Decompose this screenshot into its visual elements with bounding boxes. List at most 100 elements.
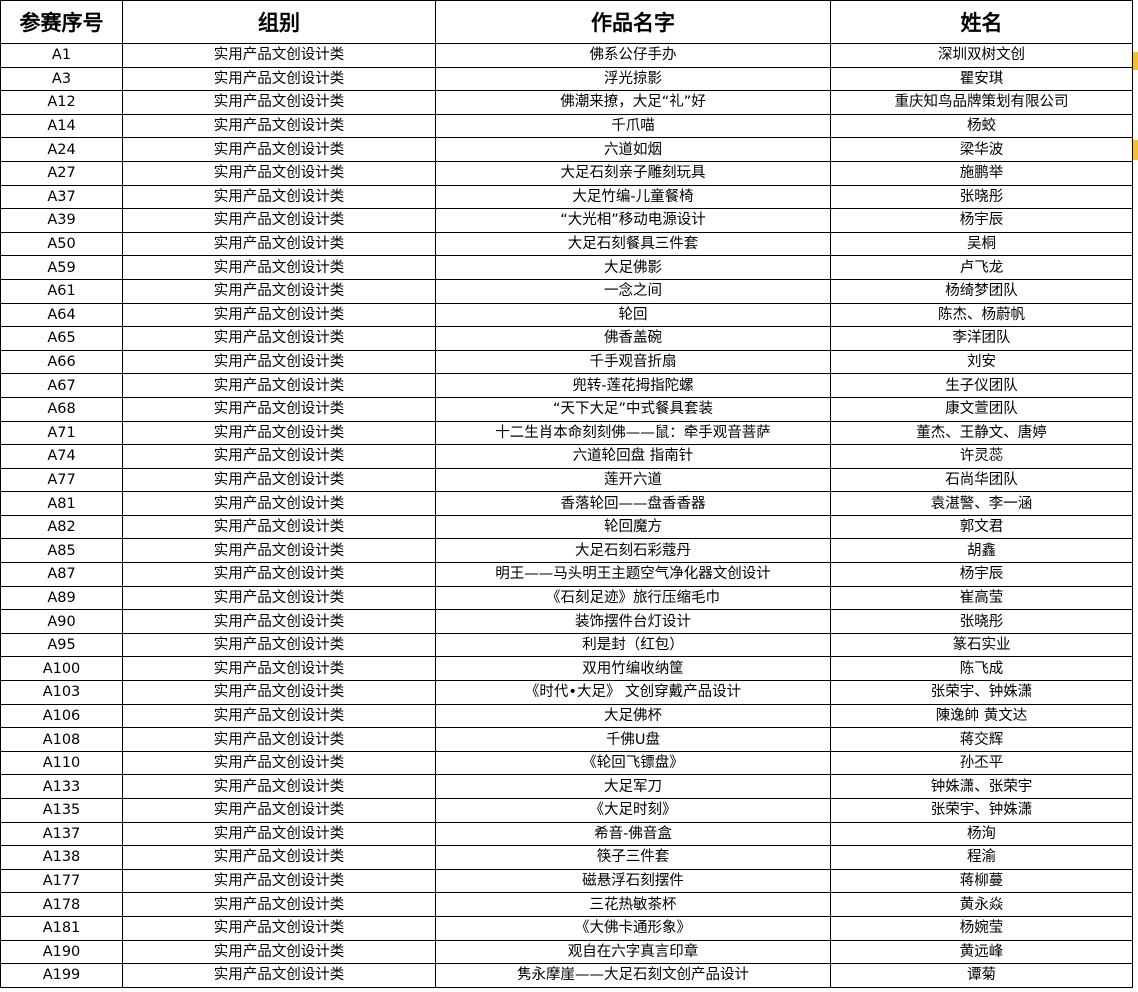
table-row: A135 实用产品文创设计类 《大足时刻》 张荣宇、钟姝潇: [0, 798, 1133, 823]
table-cell: A190: [0, 939, 123, 965]
table-cell: 《大足时刻》: [435, 798, 831, 823]
table-cell: 一念之间: [435, 278, 831, 304]
table-cell: A67: [0, 373, 123, 398]
table-cell: 实用产品文创设计类: [122, 66, 436, 92]
table-cell: A178: [0, 892, 123, 917]
table-cell: 蒋交辉: [830, 727, 1133, 752]
table-row: A64 实用产品文创设计类 轮回 陈杰、杨蔚帆: [0, 302, 1133, 328]
table-row: A50 实用产品文创设计类 大足石刻餐具三件套 吴桐: [0, 231, 1133, 257]
table-cell: A138: [0, 845, 123, 870]
table-cell: 实用产品文创设计类: [122, 821, 436, 847]
table-cell: 梁华波: [830, 137, 1133, 162]
table-cell: 实用产品文创设计类: [122, 892, 436, 917]
table-cell: 轮回魔方: [435, 514, 831, 540]
table-cell: “大光相”移动电源设计: [435, 208, 831, 233]
table-row: A74 实用产品文创设计类 六道轮回盘 指南针 许灵蕊: [0, 444, 1133, 469]
table-cell: 康文萱团队: [830, 396, 1133, 422]
table-cell: 装饰摆件台灯设计: [435, 609, 831, 634]
table-cell: 实用产品文创设计类: [122, 585, 436, 611]
table-cell: 杨婉莹: [830, 915, 1133, 941]
table-cell: 大足佛杯: [435, 703, 831, 729]
table-row: A90 实用产品文创设计类 装饰摆件台灯设计 张晓彤: [0, 609, 1133, 634]
table-cell: A1: [0, 43, 123, 68]
table-cell: 《时代•大足》 文创穿戴产品设计: [435, 680, 831, 705]
table-cell: 实用产品文创设计类: [122, 373, 436, 398]
table-cell: 千手观音折扇: [435, 349, 831, 375]
table-cell: 双用竹编收纳筐: [435, 656, 831, 682]
table-row: A14 实用产品文创设计类 千爪喵 杨蛟: [0, 113, 1133, 139]
table-cell: 吴桐: [830, 231, 1133, 257]
table-cell: 实用产品文创设计类: [122, 915, 436, 941]
table-cell: 实用产品文创设计类: [122, 680, 436, 705]
table-cell: 实用产品文创设计类: [122, 656, 436, 682]
table-cell: A103: [0, 680, 123, 705]
table-cell: A87: [0, 562, 123, 587]
table-cell: A71: [0, 420, 123, 446]
table-cell: A74: [0, 444, 123, 469]
table-cell: 明王——马头明王主题空气净化器文创设计: [435, 562, 831, 587]
table-cell: 杨宇辰: [830, 562, 1133, 587]
table-row: A85 实用产品文创设计类 大足石刻石彩蔻丹 胡鑫: [0, 538, 1133, 564]
table-cell: 实用产品文创设计类: [122, 43, 436, 68]
table-cell: 实用产品文创设计类: [122, 845, 436, 870]
table-cell: 佛潮来撩，大足“礼”好: [435, 90, 831, 115]
table-row: A77 实用产品文创设计类 莲开六道 石尚华团队: [0, 467, 1133, 493]
table-cell: 利是封（红包）: [435, 632, 831, 658]
table-cell: 千佛U盘: [435, 727, 831, 752]
edge-mark: [1133, 140, 1138, 160]
table-cell: 兜转-莲花拇指陀螺: [435, 373, 831, 398]
table-cell: 钟姝潇、张荣宇: [830, 774, 1133, 799]
header-cell: 组别: [122, 0, 436, 44]
table-cell: 杨蛟: [830, 113, 1133, 139]
table-cell: A39: [0, 208, 123, 233]
table-cell: A24: [0, 137, 123, 162]
table-cell: 张晓彤: [830, 184, 1133, 210]
table-row: A71 实用产品文创设计类 十二生肖本命刻刻佛——鼠：牵手观音菩萨 董杰、王静文、唐婷: [0, 420, 1133, 446]
table-cell: 实用产品文创设计类: [122, 278, 436, 304]
table-cell: 实用产品文创设计类: [122, 538, 436, 564]
table-cell: 孙丕平: [830, 750, 1133, 776]
table-row: A59 实用产品文创设计类 大足佛影 卢飞龙: [0, 255, 1133, 280]
table-cell: 杨洵: [830, 821, 1133, 847]
table-cell: 杨绮梦团队: [830, 278, 1133, 304]
table-row: A177 实用产品文创设计类 磁悬浮石刻摆件 蒋柳蔓: [0, 868, 1133, 894]
table-cell: A77: [0, 467, 123, 493]
table-cell: A133: [0, 774, 123, 799]
table-cell: 施鹏举: [830, 160, 1133, 186]
table-cell: 实用产品文创设计类: [122, 774, 436, 799]
table-cell: 胡鑫: [830, 538, 1133, 564]
table-cell: 实用产品文创设计类: [122, 349, 436, 375]
table-cell: 实用产品文创设计类: [122, 302, 436, 328]
table-cell: 生子仪团队: [830, 373, 1133, 398]
table-cell: A199: [0, 963, 123, 988]
table-cell: 实用产品文创设计类: [122, 444, 436, 469]
table-row: A1 实用产品文创设计类 佛系公仔手办 深圳双树文创: [0, 43, 1133, 68]
table-cell: A66: [0, 349, 123, 375]
table-cell: 实用产品文创设计类: [122, 727, 436, 752]
table-row: A82 实用产品文创设计类 轮回魔方 郭文君: [0, 514, 1133, 540]
table-cell: A106: [0, 703, 123, 729]
table-cell: 大足佛影: [435, 255, 831, 280]
table-cell: 实用产品文创设计类: [122, 467, 436, 493]
table-cell: 佛系公仔手办: [435, 43, 831, 68]
table-cell: 大足石刻餐具三件套: [435, 231, 831, 257]
table-cell: 大足石刻石彩蔻丹: [435, 538, 831, 564]
table-cell: 磁悬浮石刻摆件: [435, 868, 831, 894]
edge-mark: [1133, 52, 1138, 70]
table-row: A110 实用产品文创设计类 《轮回飞镖盘》 孙丕平: [0, 750, 1133, 776]
table-cell: 实用产品文创设计类: [122, 868, 436, 894]
table-cell: 篆石实业: [830, 632, 1133, 658]
table-row: A106 实用产品文创设计类 大足佛杯 陳逸帥 黄文达: [0, 703, 1133, 729]
table-cell: A100: [0, 656, 123, 682]
table-cell: 实用产品文创设计类: [122, 632, 436, 658]
table-cell: 张晓彤: [830, 609, 1133, 634]
table-cell: 观自在六字真言印章: [435, 939, 831, 965]
table-cell: 实用产品文创设计类: [122, 231, 436, 257]
table-row: A178 实用产品文创设计类 三花热敏茶杯 黄永焱: [0, 892, 1133, 917]
table-row: A66 实用产品文创设计类 千手观音折扇 刘安: [0, 349, 1133, 375]
table-row: A68 实用产品文创设计类 “天下大足”中式餐具套装 康文萱团队: [0, 396, 1133, 422]
table-cell: 石尚华团队: [830, 467, 1133, 493]
table-cell: A65: [0, 326, 123, 351]
